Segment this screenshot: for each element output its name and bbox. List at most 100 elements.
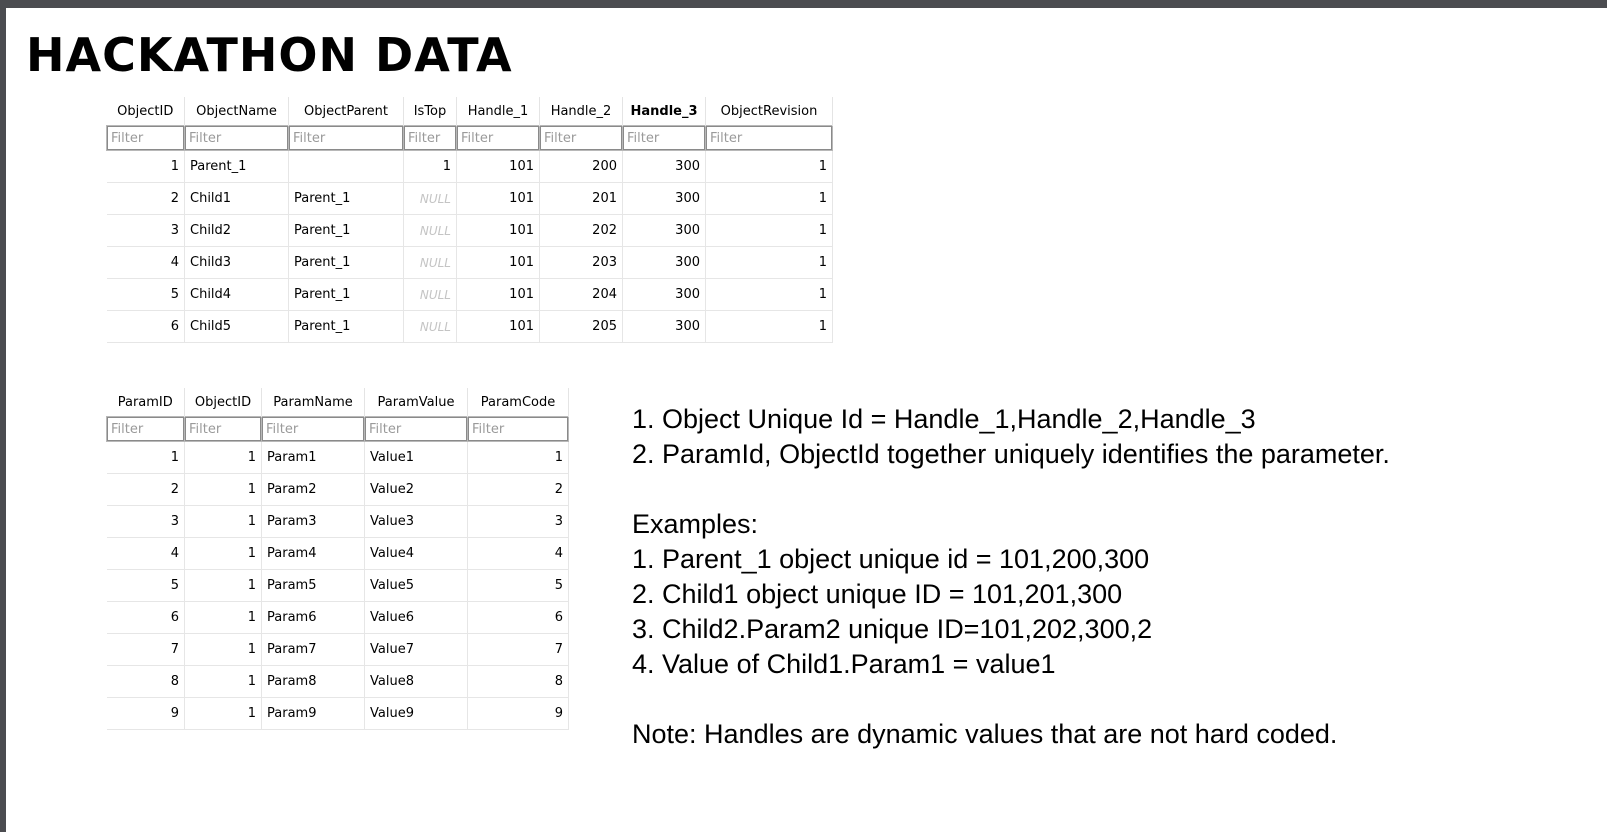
table-cell[interactable]: 1 bbox=[705, 310, 833, 343]
table-cell[interactable]: 1 bbox=[705, 246, 833, 279]
table-cell[interactable]: NULL bbox=[403, 246, 457, 279]
table-cell[interactable]: 200 bbox=[539, 150, 623, 183]
table-cell[interactable]: 1 bbox=[403, 150, 457, 183]
filter-input-paramname[interactable] bbox=[262, 417, 364, 441]
table-row[interactable]: 1 Parent_1 1 101 200 300 1 bbox=[106, 150, 833, 183]
table-cell[interactable]: 203 bbox=[539, 246, 623, 279]
table-cell[interactable]: Child1 bbox=[184, 182, 289, 215]
filter-input-objectparent[interactable] bbox=[289, 126, 403, 150]
table-cell[interactable]: Value5 bbox=[364, 569, 468, 602]
filter-input-paramcode[interactable] bbox=[468, 417, 568, 441]
table-cell[interactable]: Child2 bbox=[184, 214, 289, 247]
table-cell[interactable]: Value6 bbox=[364, 601, 468, 634]
table-cell[interactable]: Param1 bbox=[261, 441, 365, 474]
table-cell[interactable]: 6 bbox=[467, 601, 569, 634]
table-cell[interactable]: Parent_1 bbox=[288, 182, 404, 215]
table-cell[interactable]: 300 bbox=[622, 278, 706, 311]
table-cell[interactable]: 1 bbox=[184, 441, 262, 474]
table-cell[interactable]: 300 bbox=[622, 310, 706, 343]
table-cell[interactable]: 1 bbox=[184, 665, 262, 698]
table-row[interactable]: 7 1 Param7 Value7 7 bbox=[106, 633, 569, 666]
table-cell[interactable]: Param7 bbox=[261, 633, 365, 666]
column-header-paramid[interactable]: ParamID bbox=[106, 388, 185, 417]
table-cell[interactable]: 300 bbox=[622, 246, 706, 279]
table-cell[interactable]: NULL bbox=[403, 278, 457, 311]
table-cell[interactable]: 1 bbox=[106, 441, 185, 474]
table-cell[interactable]: 8 bbox=[106, 665, 185, 698]
table-cell[interactable]: 1 bbox=[705, 182, 833, 215]
table-cell[interactable]: 1 bbox=[705, 278, 833, 311]
table-cell[interactable]: 204 bbox=[539, 278, 623, 311]
table-cell[interactable]: 3 bbox=[106, 214, 185, 247]
column-header-objectparent[interactable]: ObjectParent bbox=[288, 97, 404, 126]
column-header-istop[interactable]: IsTop bbox=[403, 97, 457, 126]
table-row[interactable]: 4 Child3 Parent_1 NULL 101 203 300 1 bbox=[106, 246, 833, 279]
table-cell[interactable]: Param5 bbox=[261, 569, 365, 602]
table-cell[interactable]: Value8 bbox=[364, 665, 468, 698]
table-cell[interactable]: 6 bbox=[106, 601, 185, 634]
table-cell[interactable]: Parent_1 bbox=[288, 246, 404, 279]
table-cell[interactable]: 1 bbox=[705, 214, 833, 247]
filter-input-istop[interactable] bbox=[404, 126, 456, 150]
table-cell[interactable]: NULL bbox=[403, 182, 457, 215]
table-cell[interactable]: 3 bbox=[467, 505, 569, 538]
table-cell[interactable]: 2 bbox=[106, 473, 185, 506]
filter-input-objectname[interactable] bbox=[185, 126, 288, 150]
filter-input-paramid[interactable] bbox=[107, 417, 184, 441]
table-cell[interactable]: Param3 bbox=[261, 505, 365, 538]
table-cell[interactable]: 202 bbox=[539, 214, 623, 247]
table-cell[interactable]: 205 bbox=[539, 310, 623, 343]
table-cell[interactable]: 1 bbox=[184, 569, 262, 602]
filter-input-paramvalue[interactable] bbox=[365, 417, 467, 441]
table-cell[interactable]: Value3 bbox=[364, 505, 468, 538]
filter-input-param-objectid[interactable] bbox=[185, 417, 261, 441]
table-cell[interactable]: 201 bbox=[539, 182, 623, 215]
table-cell[interactable]: 2 bbox=[467, 473, 569, 506]
table-cell[interactable]: NULL bbox=[403, 214, 457, 247]
column-header-param-objectid[interactable]: ObjectID bbox=[184, 388, 262, 417]
column-header-paramvalue[interactable]: ParamValue bbox=[364, 388, 468, 417]
column-header-paramname[interactable]: ParamName bbox=[261, 388, 365, 417]
table-row[interactable]: 3 Child2 Parent_1 NULL 101 202 300 1 bbox=[106, 214, 833, 247]
filter-input-handle-2[interactable] bbox=[540, 126, 622, 150]
table-cell[interactable]: 2 bbox=[106, 182, 185, 215]
column-header-handle-2[interactable]: Handle_2 bbox=[539, 97, 623, 126]
table-cell[interactable]: 1 bbox=[184, 697, 262, 730]
table-cell[interactable]: 101 bbox=[456, 278, 540, 311]
table-row[interactable]: 3 1 Param3 Value3 3 bbox=[106, 505, 569, 538]
table-cell[interactable]: 9 bbox=[467, 697, 569, 730]
table-cell[interactable]: 101 bbox=[456, 150, 540, 183]
table-cell[interactable]: Param8 bbox=[261, 665, 365, 698]
table-cell[interactable]: 8 bbox=[467, 665, 569, 698]
table-cell[interactable]: NULL bbox=[403, 310, 457, 343]
table-cell[interactable]: Param2 bbox=[261, 473, 365, 506]
table-cell[interactable]: Parent_1 bbox=[288, 214, 404, 247]
table-cell[interactable]: 300 bbox=[622, 150, 706, 183]
table-row[interactable]: 5 Child4 Parent_1 NULL 101 204 300 1 bbox=[106, 278, 833, 311]
column-header-objectname[interactable]: ObjectName bbox=[184, 97, 289, 126]
table-cell[interactable]: Value4 bbox=[364, 537, 468, 570]
table-cell[interactable]: Parent_1 bbox=[288, 278, 404, 311]
table-cell[interactable]: 5 bbox=[106, 278, 185, 311]
table-cell[interactable]: Child3 bbox=[184, 246, 289, 279]
table-cell[interactable]: 7 bbox=[106, 633, 185, 666]
table-cell[interactable]: 101 bbox=[456, 182, 540, 215]
table-cell[interactable]: Parent_1 bbox=[288, 310, 404, 343]
table-cell[interactable]: 101 bbox=[456, 214, 540, 247]
column-header-handle-1[interactable]: Handle_1 bbox=[456, 97, 540, 126]
table-cell[interactable]: Parent_1 bbox=[184, 150, 289, 183]
table-cell[interactable]: Param6 bbox=[261, 601, 365, 634]
table-cell[interactable]: 101 bbox=[456, 310, 540, 343]
table-cell[interactable]: 5 bbox=[106, 569, 185, 602]
table-cell[interactable]: 1 bbox=[184, 633, 262, 666]
table-row[interactable]: 4 1 Param4 Value4 4 bbox=[106, 537, 569, 570]
table-cell[interactable]: Param9 bbox=[261, 697, 365, 730]
table-cell[interactable]: 9 bbox=[106, 697, 185, 730]
table-cell[interactable]: 1 bbox=[705, 150, 833, 183]
table-cell[interactable]: 1 bbox=[184, 537, 262, 570]
table-cell[interactable]: 1 bbox=[184, 601, 262, 634]
table-cell[interactable]: 1 bbox=[467, 441, 569, 474]
table-row[interactable]: 8 1 Param8 Value8 8 bbox=[106, 665, 569, 698]
table-cell[interactable]: 7 bbox=[467, 633, 569, 666]
table-cell[interactable]: 6 bbox=[106, 310, 185, 343]
